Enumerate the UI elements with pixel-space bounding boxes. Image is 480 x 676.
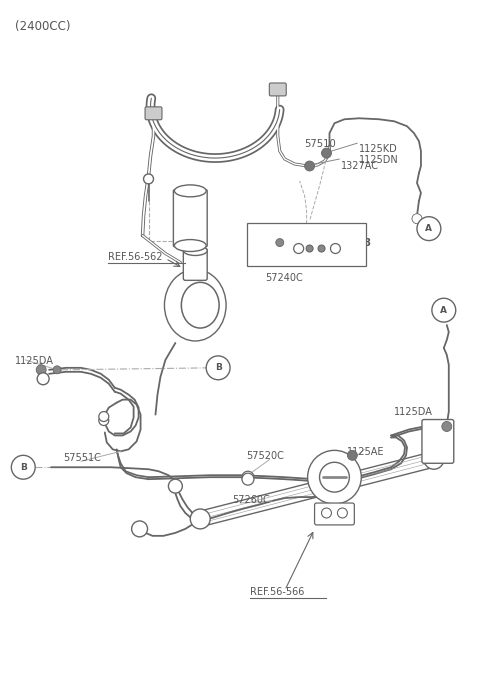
Text: 1125KD: 1125KD [360,144,398,154]
Circle shape [144,174,154,184]
Ellipse shape [174,185,206,197]
FancyBboxPatch shape [422,420,454,463]
Circle shape [242,471,254,483]
FancyBboxPatch shape [145,107,162,120]
Text: 57277: 57277 [255,224,288,235]
Circle shape [294,243,304,254]
Text: B: B [20,463,27,472]
Text: B: B [215,363,222,372]
Text: (2400CC): (2400CC) [15,20,71,33]
Circle shape [322,508,332,518]
Text: 1125DA: 1125DA [394,406,433,416]
Circle shape [432,298,456,322]
Circle shape [442,422,452,431]
Circle shape [99,416,109,425]
Circle shape [424,450,444,469]
Circle shape [305,161,314,171]
Circle shape [337,508,348,518]
Ellipse shape [174,239,206,251]
Circle shape [37,372,49,385]
Circle shape [53,366,61,374]
Circle shape [276,239,284,247]
FancyBboxPatch shape [173,190,207,247]
Circle shape [132,521,147,537]
Text: 1125DA: 1125DA [15,356,54,366]
Circle shape [12,456,35,479]
Circle shape [242,473,254,485]
Text: 57260C: 57260C [232,495,270,505]
Text: REF.56-566: REF.56-566 [250,587,304,596]
FancyBboxPatch shape [314,503,354,525]
Text: A: A [425,224,432,233]
Text: 1327AC: 1327AC [341,161,379,171]
FancyBboxPatch shape [183,249,207,281]
Text: 57520C: 57520C [246,452,284,461]
Text: REF.56-562: REF.56-562 [108,253,162,262]
Text: 62618: 62618 [337,237,372,247]
Text: 57551C: 57551C [63,454,101,463]
Text: A: A [440,306,447,314]
Text: 1390NB: 1390NB [250,237,292,247]
Circle shape [417,217,441,241]
FancyBboxPatch shape [269,83,286,96]
Text: 1125DN: 1125DN [360,155,399,165]
FancyBboxPatch shape [247,222,366,266]
Text: 57510: 57510 [305,139,336,149]
Circle shape [330,243,340,254]
Circle shape [412,214,422,224]
Ellipse shape [320,462,349,492]
Circle shape [36,365,46,375]
Circle shape [99,412,109,422]
Circle shape [306,245,313,252]
Circle shape [168,479,182,493]
Ellipse shape [181,283,219,328]
Circle shape [206,356,230,380]
Circle shape [322,148,332,158]
Ellipse shape [308,450,361,504]
Circle shape [318,245,325,252]
Circle shape [190,509,210,529]
Text: 57240C: 57240C [265,273,302,283]
Text: 1125AE: 1125AE [348,448,385,458]
Circle shape [348,450,357,460]
Ellipse shape [183,245,207,256]
Ellipse shape [165,270,226,341]
